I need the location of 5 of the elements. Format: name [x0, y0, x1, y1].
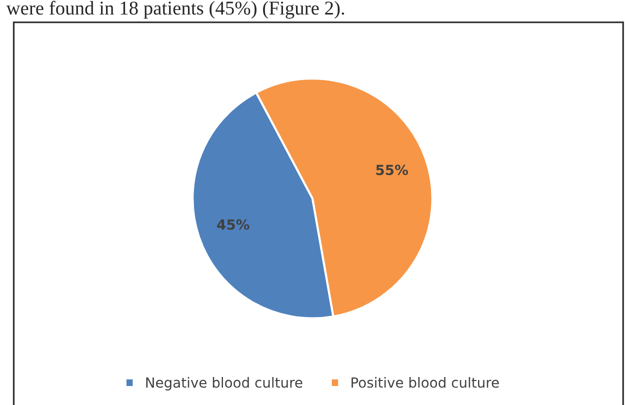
legend-label: Positive blood culture — [352, 377, 499, 388]
legend-label: Negative blood culture — [146, 377, 302, 390]
text: were found in 18 patients (45%) (Figure 2). — [6, 0, 344, 19]
data-label: 55% — [376, 164, 408, 176]
data-label: 45% — [217, 219, 250, 230]
